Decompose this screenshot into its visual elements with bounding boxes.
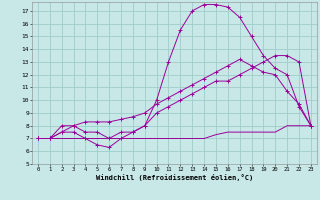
X-axis label: Windchill (Refroidissement éolien,°C): Windchill (Refroidissement éolien,°C) (96, 174, 253, 181)
